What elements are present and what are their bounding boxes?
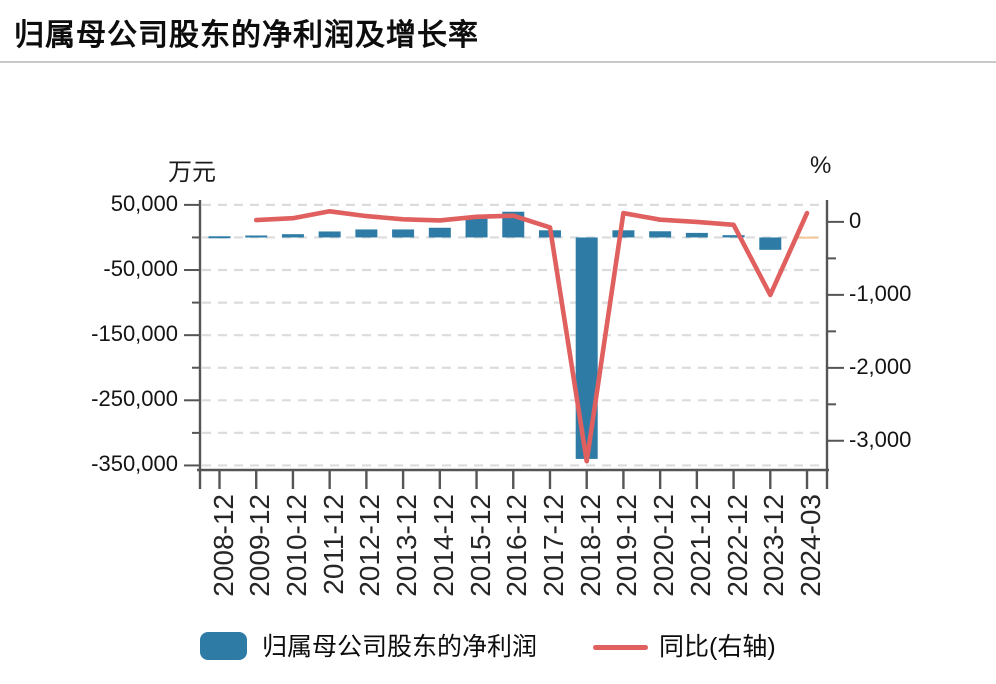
left-axis-unit-label: 万元: [168, 159, 216, 186]
left-axis-tick-label: -150,000: [91, 321, 178, 347]
x-axis-tick-label: 2010-12: [280, 494, 312, 597]
right-axis-tick-label: -2,000: [849, 353, 912, 379]
growth-line: [253, 209, 810, 464]
bar: [392, 229, 415, 238]
right-axis-tick-label: -3,000: [849, 426, 912, 452]
left-axis-tick-label: -50,000: [103, 256, 178, 282]
x-axis-tick-label: 2020-12: [648, 494, 680, 597]
x-axis-tick-label: 2008-12: [207, 494, 239, 597]
x-axis-tick-label: 2016-12: [501, 494, 533, 597]
bar: [355, 229, 378, 238]
right-axis-tick-label: 0: [849, 207, 862, 233]
x-axis-tick-label: 2023-12: [758, 494, 790, 597]
x-axis-tick-label: 2011-12: [317, 494, 349, 595]
legend-bar-swatch: [200, 632, 247, 660]
legend-line-swatch: [593, 645, 648, 650]
bar: [318, 231, 341, 238]
right-axis-tick-label: -1,000: [849, 280, 912, 306]
title-divider: [0, 61, 996, 63]
x-axis-tick-label: 2012-12: [354, 494, 386, 597]
left-axis-tick-label: -250,000: [91, 386, 178, 412]
x-axis-tick-label: 2015-12: [464, 494, 496, 597]
legend-bar-label: 归属母公司股东的净利润: [262, 633, 538, 661]
bar: [465, 218, 488, 238]
x-axis-tick-label: 2024-03: [795, 494, 827, 597]
right-axis-unit-label: %: [810, 152, 832, 179]
left-axis-tick-label: 50,000: [110, 190, 178, 216]
bar: [575, 237, 598, 459]
bar: [208, 236, 231, 239]
bar: [796, 236, 819, 239]
bar: [649, 231, 672, 238]
x-axis-tick-label: 2017-12: [537, 494, 569, 597]
x-axis-tick-label: 2013-12: [391, 494, 423, 597]
left-axis-tick-label: -350,000: [91, 451, 178, 477]
chart-title: 归属母公司股东的净利润及增长率: [14, 19, 479, 52]
bar: [245, 235, 268, 238]
legend-line-label: 同比(右轴): [659, 633, 776, 661]
x-axis-tick-label: 2018-12: [574, 494, 606, 597]
x-axis-tick-label: 2014-12: [427, 494, 459, 597]
x-axis-tick-label: 2021-12: [684, 494, 716, 597]
x-axis-tick-label: 2009-12: [244, 494, 276, 597]
x-axis-tick-label: 2019-12: [611, 494, 643, 597]
bar: [685, 232, 708, 238]
bar: [612, 230, 635, 238]
x-axis-tick-label: 2022-12: [721, 494, 753, 597]
bar: [722, 235, 745, 238]
bar: [281, 234, 304, 238]
legend: 归属母公司股东的净利润 同比(右轴): [0, 628, 996, 668]
bar: [428, 227, 451, 238]
bar: [759, 237, 782, 250]
